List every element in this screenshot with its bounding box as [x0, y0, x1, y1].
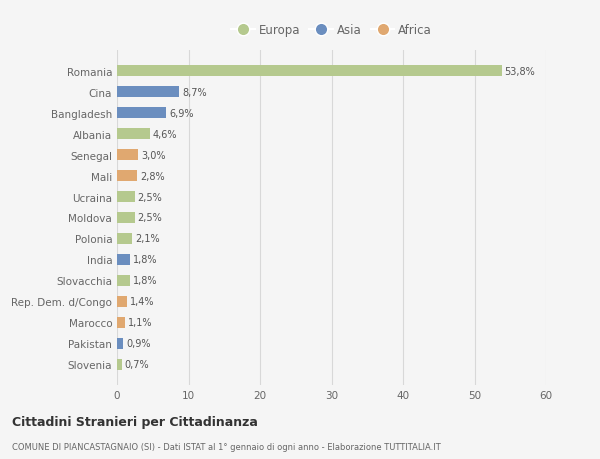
Text: 2,1%: 2,1% [135, 234, 160, 244]
Text: 53,8%: 53,8% [505, 67, 535, 77]
Bar [117, 296, 127, 308]
Legend: Europa, Asia, Africa: Europa, Asia, Africa [227, 20, 436, 42]
Bar [117, 150, 139, 161]
Bar [117, 233, 132, 245]
Text: 8,7%: 8,7% [182, 87, 206, 97]
Text: Cittadini Stranieri per Cittadinanza: Cittadini Stranieri per Cittadinanza [12, 415, 258, 428]
Bar [117, 317, 125, 329]
Bar [117, 359, 122, 370]
Bar [117, 275, 130, 286]
Bar [117, 87, 179, 98]
Bar [117, 254, 130, 266]
Text: 0,9%: 0,9% [126, 339, 151, 349]
Text: 1,8%: 1,8% [133, 255, 157, 265]
Text: 1,1%: 1,1% [128, 318, 152, 328]
Bar [117, 212, 135, 224]
Text: 1,8%: 1,8% [133, 276, 157, 286]
Bar [117, 66, 502, 77]
Bar [117, 191, 135, 203]
Bar [117, 107, 166, 119]
Bar [117, 170, 137, 182]
Text: 2,5%: 2,5% [138, 213, 163, 223]
Text: 2,5%: 2,5% [138, 192, 163, 202]
Text: 4,6%: 4,6% [153, 129, 177, 139]
Text: 3,0%: 3,0% [142, 150, 166, 160]
Bar [117, 129, 150, 140]
Text: 6,9%: 6,9% [169, 108, 194, 118]
Bar [117, 338, 124, 349]
Text: 2,8%: 2,8% [140, 171, 164, 181]
Text: COMUNE DI PIANCASTAGNAIO (SI) - Dati ISTAT al 1° gennaio di ogni anno - Elaboraz: COMUNE DI PIANCASTAGNAIO (SI) - Dati IST… [12, 442, 441, 451]
Text: 0,7%: 0,7% [125, 359, 149, 369]
Text: 1,4%: 1,4% [130, 297, 154, 307]
